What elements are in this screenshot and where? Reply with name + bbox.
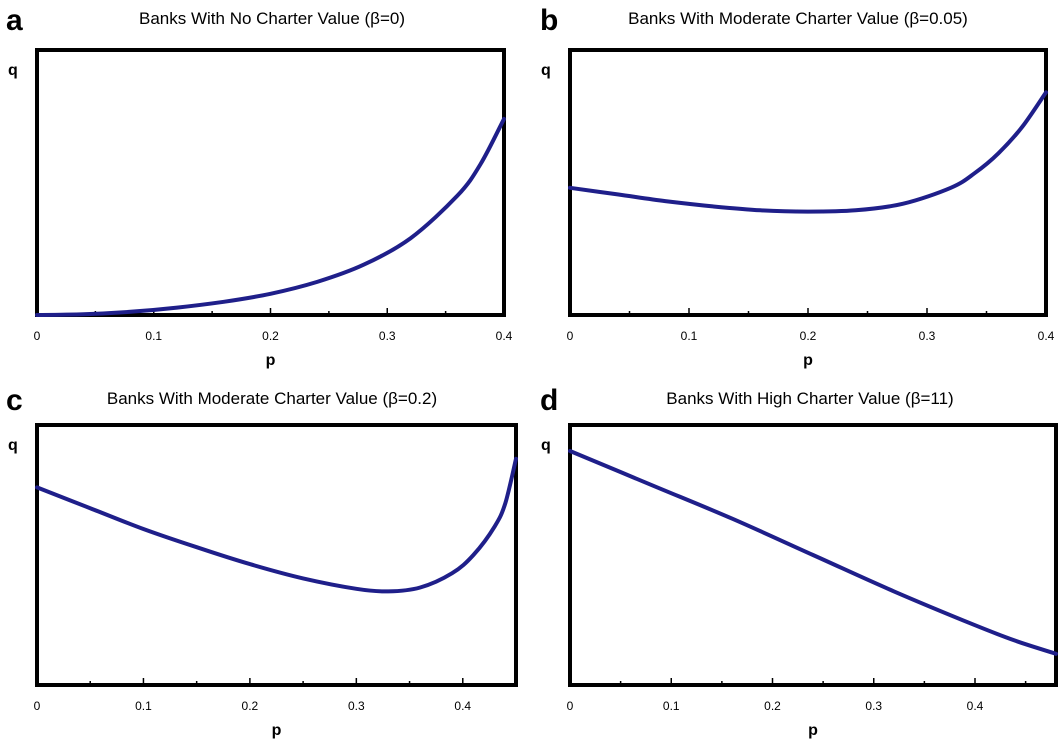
- y-axis-label: q: [541, 437, 551, 454]
- plot-frame: [35, 48, 506, 317]
- panel-d: d Banks With High Charter Value (β=11) 0 0.…: [540, 384, 1058, 739]
- x-axis-label: p: [272, 722, 282, 739]
- panel-letter: b: [540, 4, 558, 37]
- x-tick-label: 0: [34, 329, 41, 343]
- x-tick-label: 0.4: [1038, 329, 1055, 343]
- x-tick-label: 0.4: [496, 329, 513, 343]
- panel-letter: c: [6, 384, 23, 417]
- x-tick-label: 0.3: [379, 329, 396, 343]
- plot-frame: [35, 423, 518, 687]
- x-tick-label: 0: [567, 699, 574, 713]
- x-tick-label: 0.3: [348, 699, 365, 713]
- chart-title: Banks With High Charter Value (β=11): [666, 389, 953, 408]
- series-line: [568, 90, 1048, 214]
- series-line: [35, 456, 518, 594]
- x-tick-label: 0.2: [764, 699, 781, 713]
- x-tick-label: 0.3: [919, 329, 936, 343]
- x-axis-label: p: [266, 352, 276, 369]
- chart-title: Banks With Moderate Charter Value (β=0.0…: [628, 9, 968, 28]
- x-tick-label: 0.1: [681, 329, 698, 343]
- y-axis-label: q: [541, 62, 551, 79]
- x-tick-label: 0.4: [454, 699, 471, 713]
- x-tick-label: 0.3: [865, 699, 882, 713]
- y-axis-label: q: [8, 437, 18, 454]
- chart-title: Banks With No Charter Value (β=0): [139, 9, 405, 28]
- series-line: [568, 449, 1058, 656]
- x-tick-label: 0.2: [242, 699, 259, 713]
- plot-frame: [568, 423, 1058, 687]
- panel-b: b Banks With Moderate Charter Value (β=0.…: [540, 4, 1055, 369]
- chart-title: Banks With Moderate Charter Value (β=0.2…: [107, 389, 437, 408]
- x-tick-label: 0: [567, 329, 574, 343]
- x-tick-label: 0.4: [967, 699, 984, 713]
- panel-letter: d: [540, 384, 558, 417]
- x-tick-label: 0.2: [262, 329, 279, 343]
- panel-letter: a: [6, 4, 23, 37]
- panel-a: a Banks With No Charter Value (β=0) 0 0.1 0.…: [6, 4, 513, 369]
- series-line: [35, 116, 506, 317]
- x-axis-label: p: [808, 722, 818, 739]
- x-tick-label: 0.2: [800, 329, 817, 343]
- plot-frame: [568, 48, 1048, 317]
- x-tick-label: 0.1: [145, 329, 162, 343]
- x-tick-label: 0: [34, 699, 41, 713]
- x-tick-label: 0.1: [663, 699, 680, 713]
- x-axis-label: p: [803, 352, 813, 369]
- panel-c: c Banks With Moderate Charter Value (β=0.…: [6, 384, 518, 739]
- x-tick-label: 0.1: [135, 699, 152, 713]
- y-axis-label: q: [8, 62, 18, 79]
